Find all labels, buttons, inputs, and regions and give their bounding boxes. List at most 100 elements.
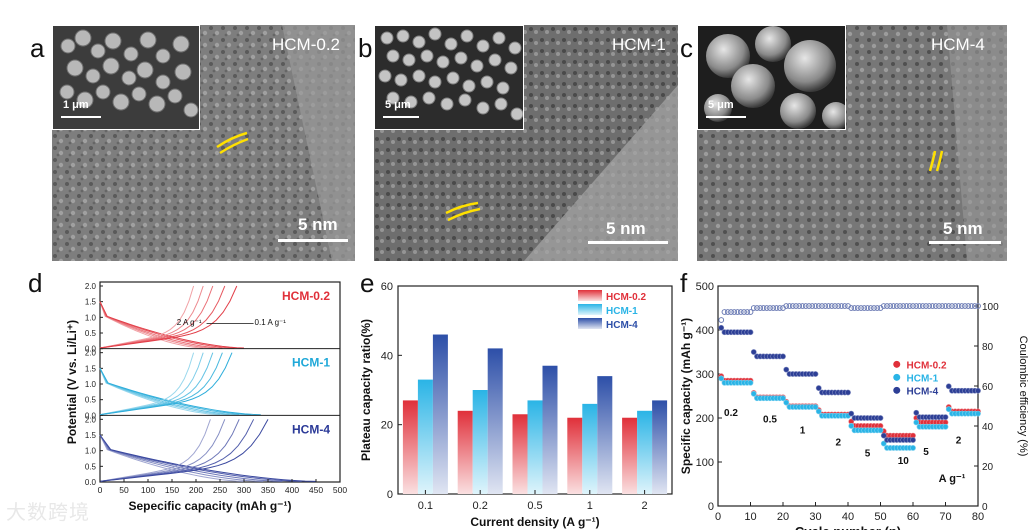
y-tick-label: 1.5 — [85, 364, 97, 373]
bar-HCM-4-0.1 — [432, 334, 448, 494]
legend-label-HCM-1: HCM-1 — [606, 306, 638, 317]
panel-letter-f: f — [680, 268, 688, 298]
annotation-2A: 2 A g⁻¹ — [177, 318, 202, 327]
rate-label: 5 — [865, 449, 871, 460]
legend-label-HCM-0.2: HCM-0.2 — [606, 292, 646, 303]
legend-label-HCM-1: HCM-1 — [907, 373, 939, 384]
y-tick-label: 2.0 — [85, 415, 97, 424]
x-tick-label: 80 — [972, 511, 984, 523]
discharge-curve — [99, 301, 213, 349]
panel-letter-b: b — [358, 33, 373, 63]
x-tick-label: 10 — [744, 511, 756, 523]
ce-point — [975, 303, 981, 309]
capacity-point-HCM-4 — [848, 410, 855, 417]
y-axis-label: Plateau capacity ratio(%) — [359, 319, 373, 461]
ce-point — [809, 303, 816, 309]
ce-point — [858, 305, 864, 311]
bar-HCM-4-1 — [597, 376, 613, 494]
y-tick-label: 300 — [696, 369, 714, 381]
x-tick-label: 60 — [907, 511, 919, 523]
ce-point — [750, 305, 757, 311]
ce-point — [835, 303, 842, 309]
bar-HCM-4-0.5 — [542, 365, 558, 494]
x-axis-label: Sepecific capacity (mAh g⁻¹) — [128, 499, 291, 513]
y2-tick-label: 60 — [982, 382, 994, 393]
y-tick-label: 0.0 — [85, 478, 97, 487]
y-tick-label: 0.0 — [85, 345, 97, 354]
x-tick-label: 0.2 — [473, 500, 488, 512]
capacity-point-HCM-4 — [913, 409, 920, 416]
ce-point — [968, 303, 975, 309]
ce-point — [789, 303, 796, 309]
ce-point — [932, 303, 939, 309]
bar-HCM-1-0.1 — [417, 379, 433, 494]
ce-point — [825, 303, 832, 309]
charge-curve — [99, 285, 214, 349]
tem-image-hcm-0-2: 1 μm HCM-0.2 5 nm — [52, 25, 355, 261]
tem-scale-label-a: 5 nm — [298, 215, 338, 234]
x-tick-label: 1 — [587, 500, 593, 512]
tem-image-hcm-4: 5 μm HCM-4 5 nm — [697, 25, 1007, 261]
panel-letter-a: a — [30, 33, 45, 63]
ce-point — [838, 303, 845, 309]
bar-HCM-0.2-1 — [567, 417, 583, 494]
sem-scale-label-a: 1 μm — [63, 99, 89, 111]
ce-point — [728, 309, 734, 315]
ce-point — [897, 303, 903, 309]
bar-HCM-0.2-0.1 — [402, 400, 418, 494]
x-tick-label: 250 — [213, 485, 227, 495]
bar-HCM-0.2-0.5 — [512, 414, 528, 494]
ce-point — [955, 303, 962, 309]
ce-point — [913, 303, 920, 309]
tem-scale-bar-b — [588, 241, 668, 244]
y-tick-label: 0.0 — [85, 411, 97, 420]
ce-point — [949, 303, 955, 309]
x-tick-label: 150 — [165, 485, 179, 495]
ce-point — [770, 305, 777, 311]
y-tick-label: 20 — [381, 420, 393, 432]
capacity-point-HCM-4 — [783, 366, 790, 373]
ce-point — [887, 303, 894, 309]
y-tick-label: 200 — [696, 413, 714, 425]
legend-label-HCM-4: HCM-4 — [606, 320, 638, 331]
ce-point — [828, 303, 835, 309]
bar-HCM-4-0.2 — [487, 348, 503, 494]
y2-tick-label: 0 — [982, 502, 988, 513]
sem-scale-label-c: 5 μm — [708, 99, 734, 111]
capacity-point-HCM-4 — [877, 415, 884, 421]
charge-curve — [99, 419, 269, 482]
discharge-curve — [99, 434, 245, 482]
ce-point — [893, 303, 900, 309]
ce-point — [884, 303, 890, 309]
capacity-point-HCM-1 — [975, 410, 981, 417]
capacity-point-HCM-1 — [780, 395, 786, 402]
ce-point — [731, 309, 738, 315]
ce-point — [783, 303, 790, 309]
x-axis-label: Cycle number (n) — [795, 524, 901, 530]
x-tick-label: 20 — [777, 511, 789, 523]
discharge-curve — [99, 301, 204, 349]
ce-point — [760, 305, 767, 311]
legend-swatch-HCM-1 — [578, 304, 602, 315]
sem-inset-a: 1 μm — [52, 25, 200, 130]
charge-curve — [99, 285, 226, 349]
legend-marker-HCM-4 — [893, 386, 901, 394]
ce-point — [793, 303, 799, 309]
ce-point — [741, 309, 747, 315]
ce-point — [926, 303, 933, 309]
legend-label-HCM-4: HCM-4 — [907, 386, 939, 397]
ce-point — [757, 305, 764, 311]
ce-point — [721, 309, 728, 315]
capacity-point-HCM-1 — [910, 445, 916, 451]
capacity-point-HCM-4 — [718, 324, 725, 331]
sample-label-a: HCM-0.2 — [272, 35, 341, 54]
x-tick-label: 500 — [333, 485, 347, 495]
ce-point — [952, 303, 959, 309]
y-tick-label: 1.0 — [85, 313, 97, 322]
x-tick-label: 350 — [261, 485, 275, 495]
chart-d-charge-discharge: 0.0 0.5 1.0 1.5 2.0 HCM-0.2 2 A g⁻¹ 0.1 A g⁻¹ 0.… — [65, 281, 347, 513]
ce-point — [867, 305, 874, 311]
ce-point — [880, 303, 887, 309]
ce-point — [786, 303, 793, 309]
chart-f-rate-performance: 0 100 200 300 400 500 0 20 40 60 80 100 0 10 20 30 40 50 6… — [680, 281, 1029, 530]
